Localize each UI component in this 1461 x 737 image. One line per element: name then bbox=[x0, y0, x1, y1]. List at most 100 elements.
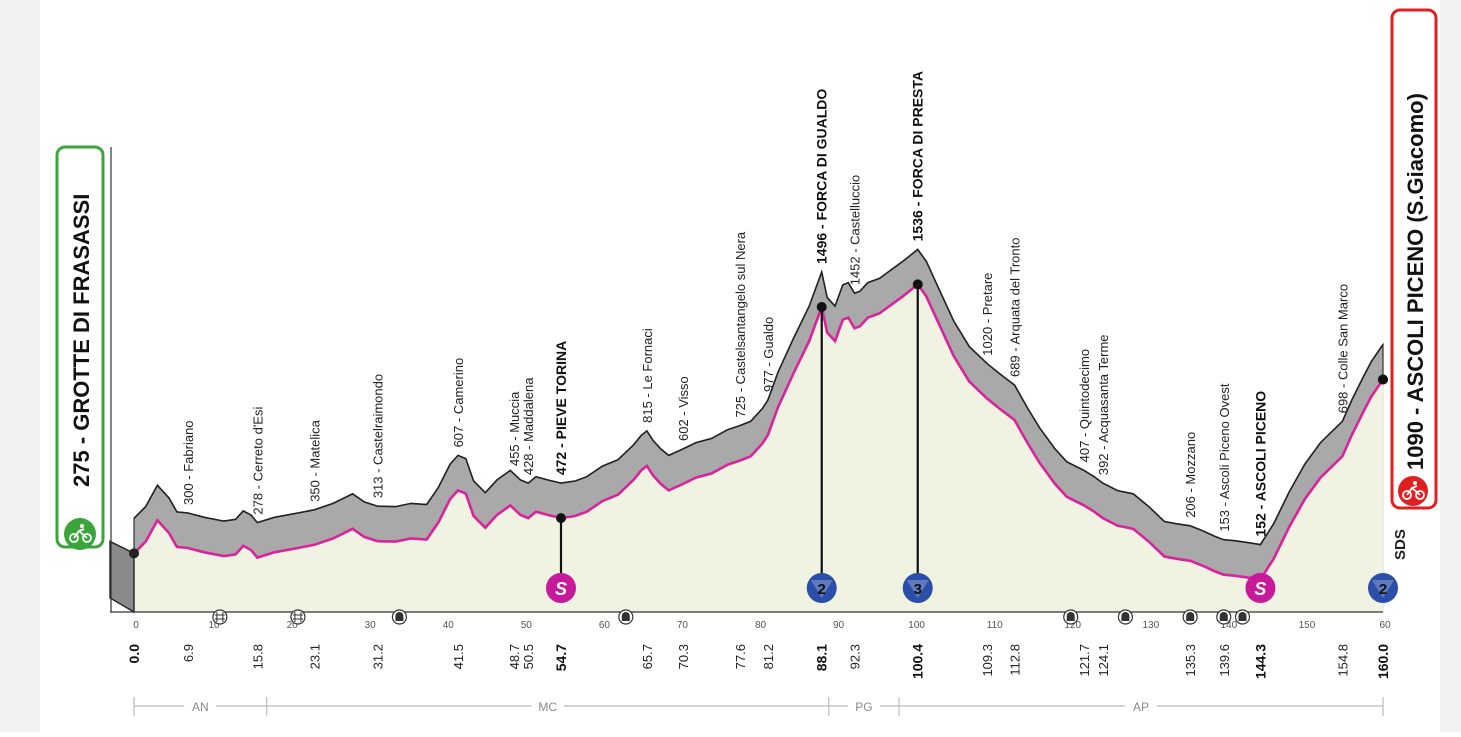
km-label: 154.8 bbox=[1335, 644, 1350, 677]
profile-ridge-line bbox=[133, 248, 1384, 546]
km-label: 54.7 bbox=[553, 644, 569, 671]
km-label: 124.1 bbox=[1096, 644, 1111, 677]
tunnel-icon bbox=[1063, 609, 1079, 625]
intermediate-sprint-marker: S bbox=[546, 513, 577, 603]
waypoint-layer: 300 - Fabriano 278 - Cerreto d'Esi 350 - M… bbox=[181, 71, 1351, 537]
waypoint-label: 725 - Castelsantangelo sul Nera bbox=[733, 231, 748, 417]
waypoint-label: 689 - Arquata del Tronto bbox=[1008, 238, 1023, 377]
distance-tick-label: 130 bbox=[1142, 620, 1159, 631]
region-label: AP bbox=[1133, 700, 1149, 714]
distance-tick-label: 50 bbox=[521, 620, 533, 631]
km-label: 50.5 bbox=[521, 644, 536, 669]
distance-tick-label: 30 bbox=[365, 620, 377, 631]
kom-category: 3 bbox=[914, 581, 922, 598]
distance-tick-label: 60 bbox=[599, 620, 611, 631]
kom-icon bbox=[806, 573, 837, 603]
waypoint-label: 1536 - FORCA DI PRESTA bbox=[910, 71, 926, 241]
km-label: 65.7 bbox=[640, 644, 655, 669]
tunnel-icon bbox=[1117, 609, 1133, 625]
start-sign: 275 - GROTTE DI FRASASSI bbox=[55, 145, 105, 550]
waypoint-label: 602 - Visso bbox=[676, 376, 691, 441]
kom-icon bbox=[1368, 573, 1398, 603]
distance-tick-label: 110 bbox=[987, 620, 1003, 631]
region-label: AN bbox=[192, 700, 209, 714]
km-labels-layer: 0.0 6.9 15.8 23.1 31.2 41.5 48.7 50.5 54.7 65.7 70… bbox=[126, 644, 1391, 679]
waypoint-label: 428 - Maddalena bbox=[521, 377, 536, 475]
distance-tick-label: 150 bbox=[1299, 620, 1316, 631]
brand-logo: SDS bbox=[1392, 529, 1409, 560]
distance-tick-label: 120 bbox=[1064, 620, 1081, 631]
km-label: 23.1 bbox=[307, 644, 322, 669]
kom-category: 2 bbox=[1379, 581, 1387, 598]
region-label: MC bbox=[538, 700, 557, 714]
kom-icon bbox=[902, 573, 933, 603]
tunnel-icon bbox=[1182, 609, 1198, 625]
distance-tick-label: 90 bbox=[833, 620, 845, 631]
km-label: 31.2 bbox=[371, 644, 386, 669]
intermediate-sprint-marker: S bbox=[1245, 573, 1276, 603]
waypoint-label: 206 - Mozzano bbox=[1183, 432, 1198, 518]
waypoint-label: 815 - Le Fornaci bbox=[640, 328, 655, 423]
route-line bbox=[133, 282, 1385, 582]
km-label: 100.4 bbox=[910, 644, 926, 679]
km-label: 88.1 bbox=[814, 644, 830, 671]
distance-tick-label: 40 bbox=[443, 620, 455, 631]
waypoint-label: 607 - Camerino bbox=[451, 358, 466, 448]
km-label: 160.0 bbox=[1375, 644, 1391, 679]
start-sign-label: 275 - GROTTE DI FRASASSI bbox=[69, 194, 94, 487]
waypoint-label: 392 - Acquasanta Terme bbox=[1096, 334, 1111, 475]
kom-marker: 2 bbox=[1368, 374, 1398, 603]
waypoint-label: 313 - Castelraimondo bbox=[371, 374, 386, 498]
waypoint-label: 1452 - Castelluccio bbox=[848, 175, 863, 286]
distance-tick-label: 20 bbox=[287, 620, 299, 631]
km-label: 77.6 bbox=[733, 644, 748, 669]
waypoint-label: 152 - ASCOLI PICENO bbox=[1252, 391, 1268, 537]
sprint-icon bbox=[1245, 573, 1276, 603]
km-label: 48.7 bbox=[507, 644, 522, 669]
distance-tick-label: 0 bbox=[133, 620, 139, 631]
waypoint-label: 698 - Colle San Marco bbox=[1335, 284, 1350, 413]
distance-tick-label: 100 bbox=[908, 620, 925, 631]
sprint-symbol: S bbox=[1254, 579, 1266, 599]
waypoint-label: 1020 - Pretare bbox=[980, 273, 995, 356]
kom-dot bbox=[912, 279, 923, 290]
region-label: PG bbox=[855, 700, 872, 714]
kom-dot bbox=[1378, 374, 1388, 385]
railway-crossing-icon bbox=[212, 609, 228, 625]
km-label: 0.0 bbox=[126, 644, 142, 664]
waypoint-label: 278 - Cerreto d'Esi bbox=[250, 407, 265, 515]
km-label: 81.2 bbox=[761, 644, 776, 669]
waypoint-label: 472 - PIEVE TORINA bbox=[553, 341, 569, 475]
distance-tick-label: 140 bbox=[1221, 620, 1238, 631]
profile-layer bbox=[109, 147, 1388, 614]
sprint-dot bbox=[556, 513, 567, 524]
distance-tick-label: 80 bbox=[755, 620, 767, 631]
sprint-icon bbox=[546, 573, 577, 603]
finish-bike-icon bbox=[1398, 476, 1428, 506]
distance-tick-label: 70 bbox=[677, 620, 689, 631]
waypoint-label: 300 - Fabriano bbox=[181, 420, 196, 505]
distance-tick-label: 60 bbox=[1379, 620, 1391, 631]
km-label: 15.8 bbox=[250, 644, 265, 669]
km-label: 121.7 bbox=[1077, 644, 1092, 677]
kom-marker: 2 bbox=[806, 301, 837, 603]
sprint-symbol: S bbox=[555, 579, 567, 599]
km-label: 144.3 bbox=[1252, 644, 1268, 679]
km-label: 70.3 bbox=[676, 644, 691, 669]
marker-layer: S S 2 3 2 bbox=[212, 279, 1398, 625]
waypoint-label: 350 - Matelica bbox=[307, 419, 322, 501]
km-label: 6.9 bbox=[181, 644, 196, 662]
railway-crossing-icon bbox=[290, 609, 306, 625]
waypoint-label: 455 - Muccia bbox=[507, 391, 522, 466]
start-dot bbox=[129, 548, 139, 559]
km-label: 139.6 bbox=[1217, 644, 1232, 677]
kom-marker: 3 bbox=[902, 279, 933, 603]
km-label: 112.8 bbox=[1008, 644, 1023, 676]
waypoint-label: 407 - Quintodecimo bbox=[1077, 349, 1092, 462]
profile-left-wall bbox=[109, 540, 135, 614]
finish-sign-label: 1090 - ASCOLI PICENO (S.Giacomo) bbox=[1403, 93, 1428, 470]
finish-sign: 1090 - ASCOLI PICENO (S.Giacomo) bbox=[1390, 8, 1438, 510]
tunnel-icon bbox=[618, 609, 634, 625]
